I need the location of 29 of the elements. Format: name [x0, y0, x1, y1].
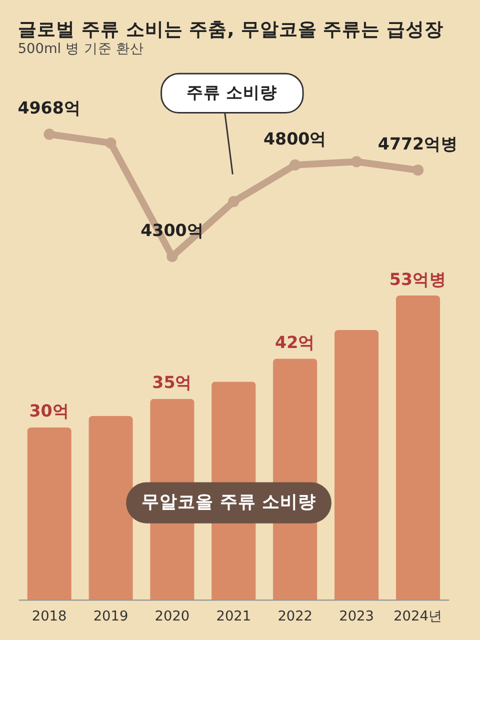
chart-subtitle: 500ml 병 기준 환산 — [18, 41, 144, 58]
data-label: 35억 — [152, 373, 192, 392]
bar — [88, 416, 133, 600]
bar — [27, 428, 72, 600]
data-label: 4968억 — [18, 98, 81, 118]
x-tick-label: 2018 — [32, 608, 67, 625]
bar — [334, 330, 379, 600]
point — [412, 164, 424, 176]
data-label: 42억 — [275, 332, 316, 352]
point — [105, 137, 116, 149]
x-tick-label: 2021 — [216, 608, 252, 625]
point — [290, 159, 301, 171]
point — [228, 196, 240, 208]
point — [350, 156, 362, 168]
x-tick-label: 2024년 — [394, 608, 442, 625]
x-tick-label: 2019 — [93, 608, 128, 625]
series-label: 무알코올 주류 소비량 — [142, 492, 316, 513]
x-tick-label: 2023 — [339, 608, 374, 625]
text: 주류 소비량 — [186, 83, 278, 102]
data-label: 53억병 — [389, 270, 447, 289]
bar — [396, 296, 440, 600]
x-tick-label: 2022 — [278, 608, 312, 625]
point — [44, 128, 55, 140]
x-tick-label: 2020 — [154, 608, 190, 625]
chart-title: 글로벌 주류 소비는 주춤, 무알코올 주류는 급성장 — [18, 20, 444, 41]
data-label: 4300억 — [140, 220, 204, 240]
data-label: 4800억 — [263, 129, 327, 148]
data-label: 30억 — [29, 402, 70, 421]
data-label: 4772억병 — [378, 134, 458, 154]
